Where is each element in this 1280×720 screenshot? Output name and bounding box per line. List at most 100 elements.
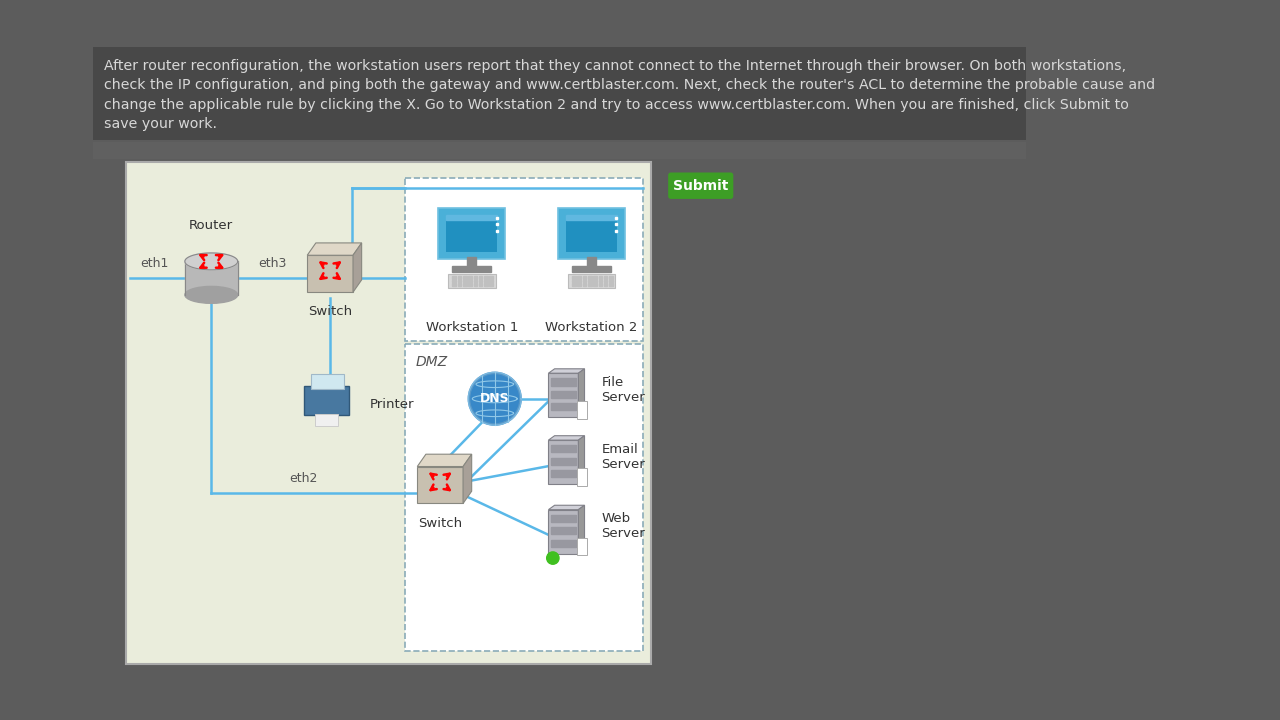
Polygon shape (307, 243, 362, 256)
Polygon shape (576, 468, 588, 486)
Bar (552, 403, 576, 410)
Polygon shape (417, 467, 463, 503)
Bar (552, 446, 576, 452)
Polygon shape (463, 454, 471, 503)
Ellipse shape (184, 287, 238, 303)
Bar (588, 257, 596, 266)
Text: Switch: Switch (308, 305, 352, 318)
Bar (453, 266, 492, 272)
Bar (479, 284, 483, 286)
Bar (577, 284, 581, 286)
FancyBboxPatch shape (0, 43, 1126, 677)
FancyBboxPatch shape (558, 207, 625, 258)
FancyBboxPatch shape (548, 440, 579, 484)
Text: check the IP configuration, and ping both the gateway and www.certblaster.com. N: check the IP configuration, and ping bot… (104, 78, 1155, 92)
Bar (588, 276, 591, 279)
Text: Web
Server: Web Server (602, 511, 645, 539)
Ellipse shape (184, 253, 238, 270)
Polygon shape (576, 538, 588, 555)
FancyBboxPatch shape (548, 510, 579, 554)
FancyBboxPatch shape (311, 374, 344, 389)
Text: DNS: DNS (480, 392, 509, 405)
Bar (489, 276, 493, 279)
Bar (588, 284, 591, 286)
Polygon shape (548, 369, 585, 373)
Polygon shape (579, 369, 585, 417)
FancyBboxPatch shape (125, 162, 652, 664)
Text: Router: Router (189, 220, 233, 233)
Circle shape (468, 372, 521, 425)
Bar (468, 276, 472, 279)
Bar (468, 284, 472, 286)
Polygon shape (353, 243, 362, 292)
Text: File
Server: File Server (602, 376, 645, 404)
FancyBboxPatch shape (668, 173, 733, 199)
Text: Printer: Printer (370, 397, 415, 410)
Bar (484, 276, 488, 279)
Bar (566, 215, 617, 220)
Bar (552, 539, 576, 546)
Bar (599, 276, 602, 279)
Bar (609, 276, 613, 279)
Bar (458, 280, 461, 282)
Bar (474, 280, 477, 282)
FancyBboxPatch shape (404, 178, 643, 341)
Text: eth2: eth2 (289, 472, 317, 485)
Bar (453, 276, 456, 279)
Circle shape (471, 375, 518, 423)
Polygon shape (576, 401, 588, 419)
Bar (489, 284, 493, 286)
Text: DMZ: DMZ (416, 355, 448, 369)
Bar (604, 284, 608, 286)
FancyBboxPatch shape (93, 142, 1027, 159)
Bar (572, 276, 576, 279)
FancyBboxPatch shape (448, 274, 495, 288)
Bar (463, 276, 467, 279)
Text: After router reconfiguration, the workstation users report that they cannot conn: After router reconfiguration, the workst… (104, 59, 1126, 73)
Bar (594, 280, 596, 282)
Bar (453, 280, 456, 282)
Bar (594, 284, 596, 286)
FancyBboxPatch shape (439, 207, 506, 258)
Bar (474, 284, 477, 286)
Polygon shape (548, 436, 585, 440)
Circle shape (547, 552, 559, 564)
Bar (572, 280, 576, 282)
Polygon shape (579, 436, 585, 484)
Bar (552, 527, 576, 534)
FancyBboxPatch shape (93, 48, 1027, 140)
FancyBboxPatch shape (568, 274, 616, 288)
Bar (582, 280, 586, 282)
Polygon shape (548, 505, 585, 510)
Bar (484, 284, 488, 286)
Bar (582, 284, 586, 286)
Bar (484, 280, 488, 282)
FancyBboxPatch shape (566, 215, 617, 252)
Bar (479, 280, 483, 282)
Bar (463, 280, 467, 282)
Polygon shape (579, 505, 585, 554)
FancyBboxPatch shape (303, 385, 349, 415)
Bar (552, 458, 576, 464)
Bar (447, 215, 498, 220)
Polygon shape (315, 414, 338, 426)
Text: Email
Server: Email Server (602, 443, 645, 471)
Polygon shape (307, 256, 353, 292)
Bar (604, 280, 608, 282)
Bar (463, 284, 467, 286)
Bar (572, 284, 576, 286)
Bar (582, 276, 586, 279)
Bar (599, 280, 602, 282)
Bar (588, 280, 591, 282)
Bar (453, 284, 456, 286)
Bar (604, 276, 608, 279)
Bar (474, 276, 477, 279)
Text: save your work.: save your work. (104, 117, 216, 131)
Bar (552, 391, 576, 398)
Text: Switch: Switch (419, 517, 462, 530)
FancyBboxPatch shape (447, 215, 498, 252)
Bar (479, 276, 483, 279)
Text: eth3: eth3 (259, 257, 287, 270)
Text: Submit: Submit (673, 179, 728, 193)
FancyBboxPatch shape (404, 344, 643, 650)
